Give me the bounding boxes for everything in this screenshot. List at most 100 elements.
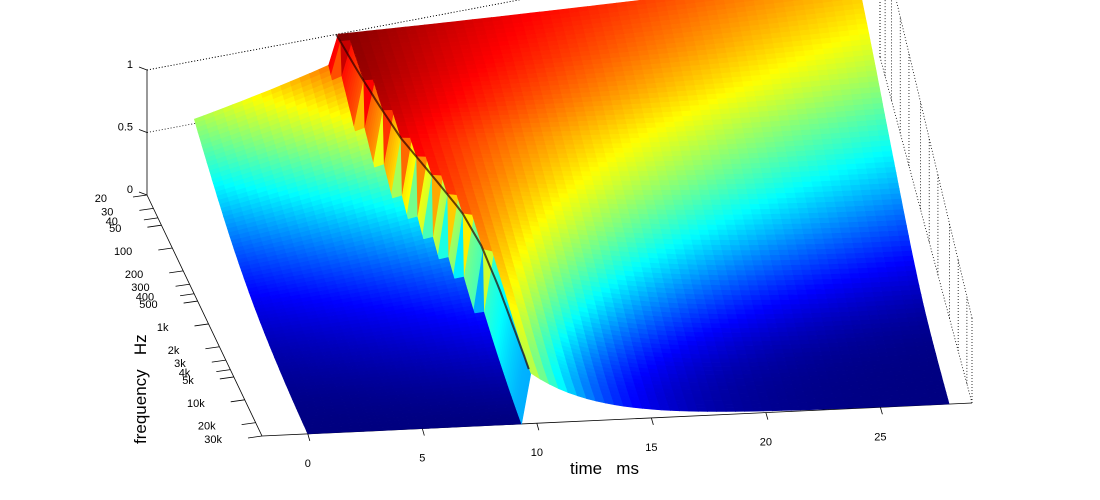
surface-patch	[409, 104, 422, 111]
surface-patch	[889, 322, 901, 328]
surface-patch	[795, 326, 807, 333]
surface-patch	[566, 153, 579, 159]
surface-patch	[870, 282, 882, 288]
surface-patch	[887, 271, 899, 278]
surface-patch	[395, 89, 408, 95]
surface-patch	[558, 157, 570, 164]
surface-patch	[405, 121, 417, 127]
surface-patch	[647, 252, 659, 260]
surface-patch	[500, 153, 512, 159]
surface-patch	[469, 145, 482, 151]
surface-patch	[423, 149, 435, 154]
surface-patch	[841, 278, 853, 285]
surface-patch	[592, 100, 604, 107]
surface-patch	[444, 157, 457, 162]
surface-patch	[721, 289, 733, 296]
surface-patch	[879, 281, 892, 288]
surface-patch	[718, 318, 730, 325]
surface-patch	[841, 320, 853, 326]
surface-patch	[873, 296, 885, 302]
surface-patch	[606, 119, 618, 126]
surface-patch	[689, 313, 701, 319]
surface-patch	[715, 93, 728, 100]
surface-patch	[748, 285, 760, 291]
surface-patch	[852, 195, 864, 202]
surface-patch	[678, 264, 690, 271]
surface-patch	[886, 172, 898, 179]
surface-patch	[664, 326, 676, 332]
surface-patch	[563, 175, 575, 181]
surface-patch	[654, 122, 667, 129]
surface-patch	[876, 267, 888, 274]
surface-patch	[499, 114, 511, 121]
surface-patch	[760, 208, 772, 215]
surface-patch	[742, 260, 755, 267]
surface-patch	[772, 177, 784, 184]
surface-patch	[790, 76, 802, 84]
surface-patch	[465, 133, 478, 139]
surface-patch	[571, 171, 583, 177]
surface-patch	[432, 116, 445, 122]
surface-patch	[864, 252, 876, 259]
surface-patch	[745, 270, 757, 277]
surface-patch	[726, 143, 739, 150]
surface-patch	[509, 153, 522, 159]
surface-patch	[794, 279, 806, 286]
surface-patch	[726, 229, 739, 236]
surface-patch	[867, 173, 879, 180]
surface-patch	[607, 124, 619, 131]
surface-patch	[757, 239, 769, 246]
surface-patch	[727, 189, 739, 195]
surface-patch	[524, 99, 536, 106]
surface-patch	[814, 243, 827, 250]
surface-patch	[834, 105, 846, 113]
surface-patch	[826, 206, 838, 214]
surface-patch	[704, 254, 716, 261]
surface-patch	[689, 189, 701, 196]
surface-patch	[770, 78, 783, 86]
surface-patch	[624, 113, 636, 120]
surface-patch	[726, 270, 738, 276]
surface-patch	[667, 297, 679, 304]
surface-patch	[677, 179, 690, 186]
surface-patch	[427, 100, 440, 106]
surface-patch	[625, 199, 637, 206]
surface-patch	[768, 203, 780, 210]
surface-patch	[702, 164, 715, 171]
surface-patch	[679, 229, 691, 236]
surface-patch	[779, 254, 791, 261]
surface-patch	[766, 193, 778, 200]
surface-patch	[647, 214, 660, 220]
surface-patch	[671, 194, 684, 201]
surface-patch	[565, 184, 577, 190]
surface-patch	[607, 203, 620, 210]
surface-patch	[779, 120, 791, 127]
surface-patch	[622, 185, 634, 191]
surface-patch	[448, 103, 460, 109]
surface-patch	[464, 128, 477, 135]
surface-patch	[830, 132, 842, 140]
surface-patch	[575, 111, 587, 118]
surface-patch	[882, 156, 895, 163]
surface-patch	[748, 198, 760, 205]
surface-patch	[766, 105, 779, 112]
surface-patch	[554, 144, 567, 150]
surface-patch	[874, 257, 886, 264]
surface-patch	[824, 196, 836, 203]
surface-patch	[638, 252, 650, 259]
surface-patch	[791, 176, 803, 183]
surface-patch	[876, 172, 888, 180]
surface-patch	[392, 109, 404, 115]
surface-patch	[797, 335, 810, 341]
surface-patch	[471, 153, 484, 159]
surface-patch	[473, 157, 485, 163]
surface-patch	[676, 335, 688, 342]
surface-patch	[755, 95, 767, 102]
surface-patch	[508, 114, 521, 120]
surface-patch	[500, 119, 512, 125]
surface-patch	[590, 171, 602, 177]
surface-patch	[854, 205, 866, 213]
surface-patch	[731, 295, 743, 301]
surface-patch	[618, 208, 630, 215]
surface-patch	[547, 188, 559, 194]
